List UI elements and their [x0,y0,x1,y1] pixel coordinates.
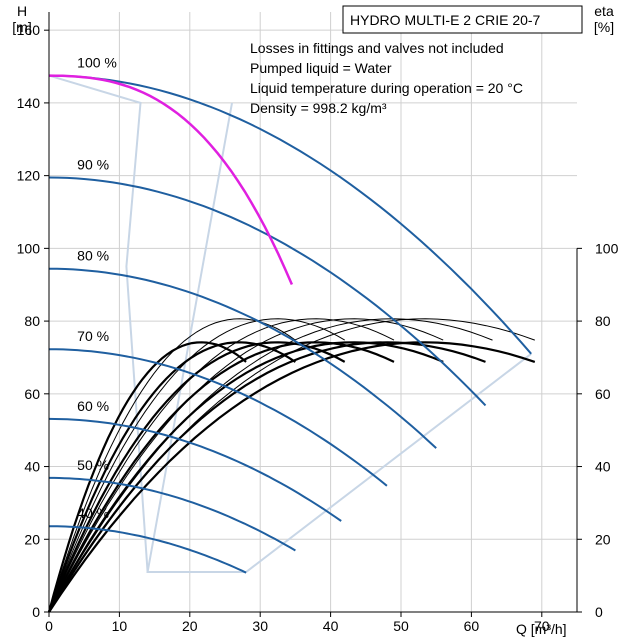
pump-curve-0 [48,74,532,355]
speed-label-2: 80 % [77,248,109,264]
y-left-tick-label-4: 80 [24,313,40,329]
efficiency-curve-3 [48,318,444,613]
pump-curve-5 [49,476,296,552]
axes [44,12,582,617]
efficiency-curve-10 [48,341,444,613]
pump-curves [48,74,532,574]
note-pumped-liquid: Pumped liquid = Water [250,60,392,76]
y-right-tick-label-3: 60 [595,386,611,402]
y-right-tick-label-5: 100 [595,240,619,256]
y-right-tick-label-2: 40 [595,459,611,475]
speed-labels: 100 % 90 % 80 % 70 % 60 % 50 % 40 % [77,55,117,522]
efficiency-curve-12 [48,341,536,613]
efficiency-curves [47,318,536,613]
limit-line-left [48,74,149,573]
y-right-tick-label-4: 80 [595,313,611,329]
y-right-tick-label-1: 20 [595,531,611,547]
x-tick-label-3: 30 [252,618,268,634]
pump-curve-2 [48,267,437,449]
y-axis-left-label-line1: H [17,3,27,19]
pump-curve-1 [48,176,487,407]
note-losses: Losses in fittings and valves not includ… [250,40,504,56]
efficiency-curve-6 [47,341,247,613]
x-axis-label: Q [m³/h] [516,621,567,637]
y-left-tick-label-7: 140 [17,95,41,111]
x-tick-label-7: 70 [534,618,550,634]
title-box [342,5,583,34]
y-left-tick-label-3: 60 [24,386,40,402]
y-axis-left-label-line2: [m] [12,19,31,35]
grid-lines [48,12,577,613]
y-axis-right-label-line2: [%] [594,19,614,35]
y-axis-right-label-line1: eta [594,3,614,19]
tick-labels: 0 10 20 30 40 50 60 70 0 20 40 60 80 100 120 140 160 0 20 4… [17,22,619,634]
y-left-tick-label-6: 120 [17,168,41,184]
speed-label-5: 50 % [77,457,109,473]
y-left-tick-label-8: 160 [17,22,41,38]
selected-duty-curve [48,74,294,286]
efficiency-curve-2 [48,318,395,613]
operating-limit-lines [48,74,532,573]
y-left-tick-label-1: 20 [24,531,40,547]
y-left-tick-label-0: 0 [32,604,40,620]
speed-label-0: 100 % [77,55,117,71]
speed-label-6: 40 % [77,505,109,521]
efficiency-curve-5 [48,318,535,613]
x-tick-label-4: 40 [323,618,339,634]
speed-label-4: 60 % [77,398,109,414]
pump-curve-6 [49,525,247,574]
speed-label-3: 70 % [77,328,109,344]
speed-label-1: 90 % [77,157,109,173]
x-tick-label-0: 0 [45,618,53,634]
pump-curve-4 [48,417,342,522]
x-tick-label-1: 10 [112,618,128,634]
y-left-tick-label-5: 100 [17,240,41,256]
x-tick-label-2: 20 [182,618,198,634]
pump-curve-3 [49,348,388,487]
efficiency-curve-4 [48,318,493,613]
y-right-tick-label-0: 0 [595,604,603,620]
note-density: Density = 998.2 kg/m³ [250,100,387,116]
note-liquid-temperature: Liquid temperature during operation = 20… [250,80,523,96]
efficiency-curve-11 [48,341,486,613]
chart-title: HYDRO MULTI-E 2 CRIE 20-7 [350,12,541,28]
x-tick-label-6: 60 [464,618,480,634]
x-tick-label-5: 50 [393,618,409,634]
limit-line-right [146,102,532,573]
y-left-tick-label-2: 40 [24,459,40,475]
